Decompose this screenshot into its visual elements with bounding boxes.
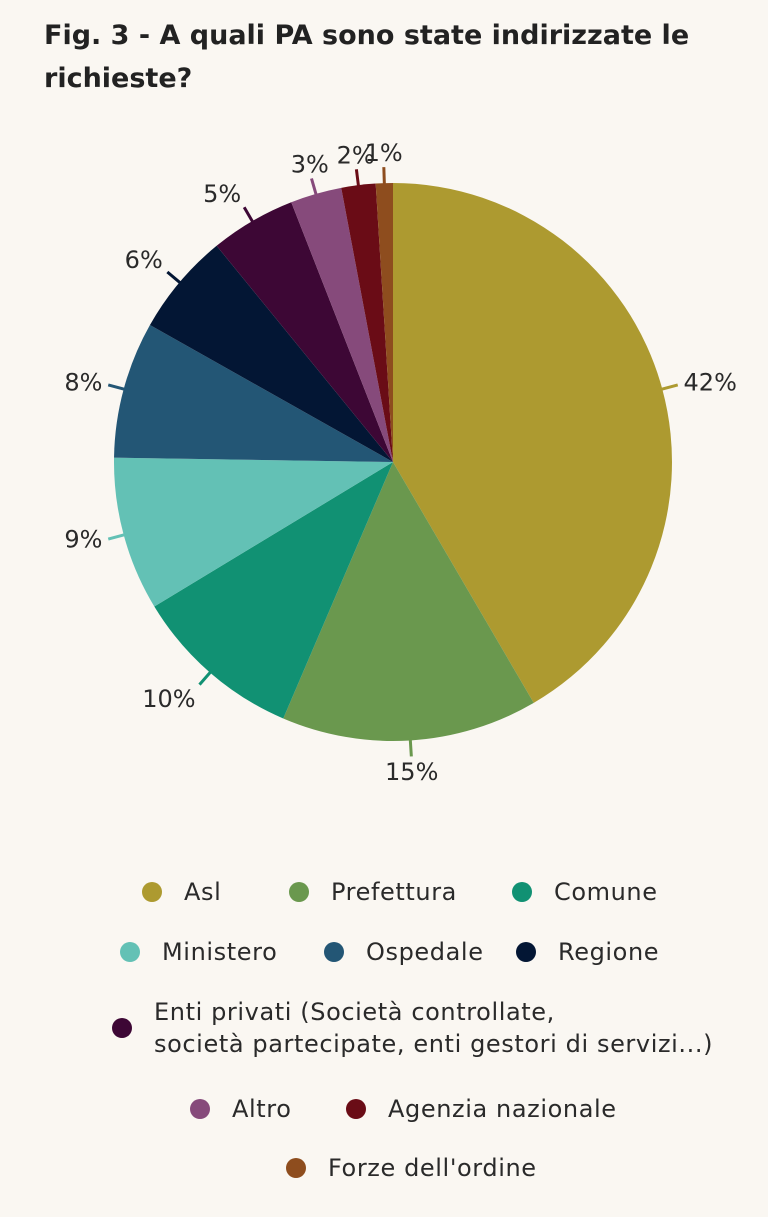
legend-swatch xyxy=(516,942,536,962)
leader-lines xyxy=(107,167,679,757)
leader-line-prefettura xyxy=(408,738,413,757)
pie-slice-comune xyxy=(154,462,393,719)
legend-label: Enti privati (Società controllate, socie… xyxy=(154,998,714,1058)
legend-label: Agenzia nazionale xyxy=(388,1095,617,1123)
legend-item-comune: Comune xyxy=(512,876,658,908)
legend-item-asl: Asl xyxy=(142,876,221,908)
legend-swatch xyxy=(289,882,309,902)
leader-line-ministero xyxy=(107,532,127,541)
legend-swatch xyxy=(190,1099,210,1119)
percent-label-altro: 3% xyxy=(291,151,329,179)
legend-item-ministero: Ministero xyxy=(120,936,277,968)
legend-label: Ministero xyxy=(162,938,278,966)
pie-slices xyxy=(113,183,672,741)
legend-label: Forze dell'ordine xyxy=(328,1154,537,1182)
legend-swatch xyxy=(112,1018,132,1038)
legend-swatch xyxy=(324,942,344,962)
pie-slice-prefettura xyxy=(283,462,534,741)
percent-labels: 42% 15% 10% 9% 8% 6% 5% 3% 2%1% xyxy=(64,139,737,786)
leader-line-ospedale xyxy=(107,383,127,392)
legend-item-ospedale: Ospedale xyxy=(324,936,484,968)
leader-line-comune xyxy=(198,670,213,686)
percent-label-comune: 10% xyxy=(142,685,195,713)
percent-label-regione: 6% xyxy=(125,246,163,274)
legend-label: Regione xyxy=(558,938,660,966)
percent-label-agenzia-nazionale: 2% xyxy=(337,141,375,169)
legend-label: Prefettura xyxy=(331,878,457,906)
pie-slice-ministero xyxy=(113,457,393,607)
percent-label-prefettura: 15% xyxy=(385,758,438,786)
legend-item-prefettura: Prefettura xyxy=(289,876,457,908)
pie-chart: 42% 15% 10% 9% 8% 6% 5% 3% 2%1% xyxy=(64,139,737,786)
legend-label: Ospedale xyxy=(366,938,484,966)
leader-line-forze-dell-ordine xyxy=(382,167,386,186)
legend-label: Altro xyxy=(232,1095,292,1123)
legend-label: Asl xyxy=(184,878,222,906)
percent-label-ministero: 9% xyxy=(64,526,102,554)
legend-swatch xyxy=(512,882,532,902)
legend-item-regione: Regione xyxy=(516,936,659,968)
percent-label-ospedale: 8% xyxy=(64,368,102,396)
pie-slice-ospedale xyxy=(114,325,393,462)
percent-label-forze-dell-ordine: 1% xyxy=(365,139,403,167)
pie-slice-altro xyxy=(291,187,393,462)
leader-line-enti-privati-societa-controlla xyxy=(242,206,255,224)
legend-item-agenzia-nazionale: Agenzia nazionale xyxy=(346,1093,617,1125)
percent-label-asl: 42% xyxy=(684,368,737,396)
pie-slice-forze-dell-ordine xyxy=(375,183,393,462)
percent-label-enti-privati-societa-controlla: 5% xyxy=(203,180,241,208)
legend-swatch xyxy=(142,882,162,902)
legend-item-enti-privati-societa-controlla: Enti privati (Società controllate, socie… xyxy=(112,996,713,1060)
pie-slice-enti-privati-societa-controlla xyxy=(216,202,393,462)
pie-slice-regione xyxy=(149,245,393,462)
chart-title: Fig. 3 - A quali PA sono state indirizza… xyxy=(44,20,690,94)
legend-swatch xyxy=(286,1158,306,1178)
pie-slice-agenzia-nazionale xyxy=(341,183,393,462)
leader-line-asl xyxy=(659,383,679,392)
pie-slice-asl xyxy=(393,183,672,703)
leader-line-regione xyxy=(166,270,183,285)
legend-swatch xyxy=(120,942,140,962)
leader-line-altro xyxy=(310,178,318,197)
legend-item-forze-dell-ordine: Forze dell'ordine xyxy=(286,1152,537,1184)
legend-item-altro: Altro xyxy=(190,1093,292,1125)
leader-line-agenzia-nazionale xyxy=(354,169,361,188)
legend-swatch xyxy=(346,1099,366,1119)
legend-label: Comune xyxy=(554,878,658,906)
